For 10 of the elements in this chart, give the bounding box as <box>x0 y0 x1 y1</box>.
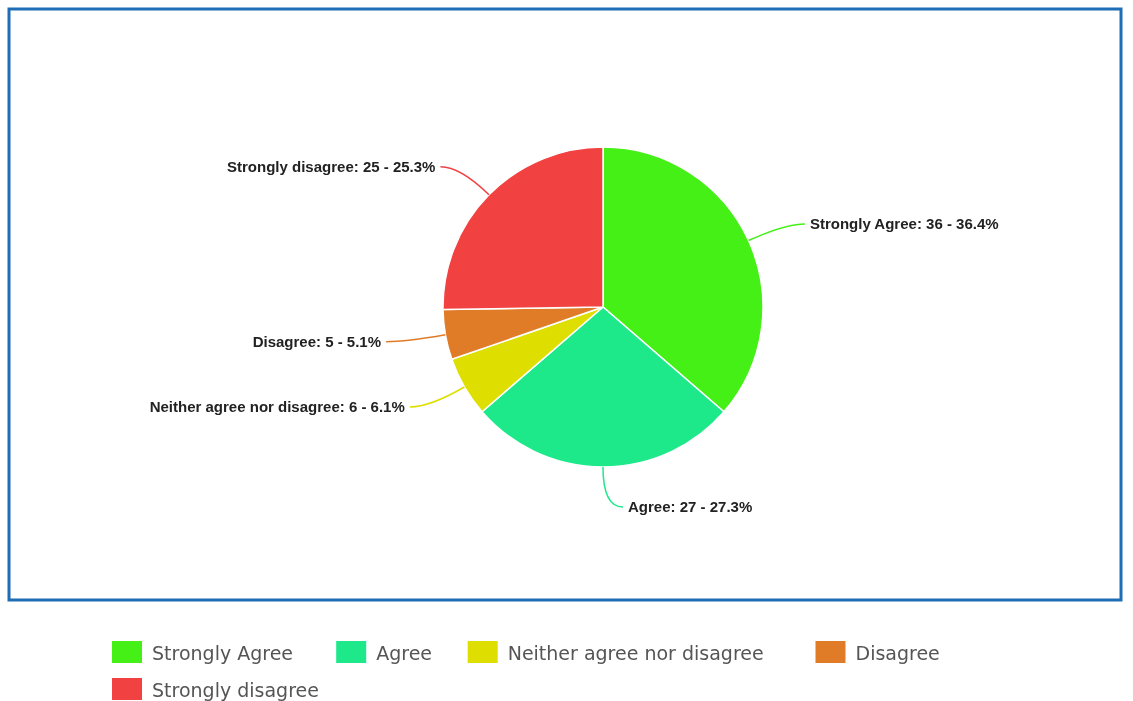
legend-label: Strongly Agree <box>152 641 294 664</box>
legend-label: Neither agree nor disagree <box>507 641 764 664</box>
legend-label: Agree <box>376 641 433 664</box>
data-label: Neither agree nor disagree: 6 - 6.1% <box>149 398 405 416</box>
legend-label: Strongly disagree <box>152 678 319 701</box>
legend-label: Disagree <box>855 641 940 664</box>
data-label: Agree: 27 - 27.3% <box>628 498 753 516</box>
data-label: Strongly Agree: 36 - 36.4% <box>809 215 999 233</box>
data-label: Disagree: 5 - 5.1% <box>252 332 382 350</box>
data-label: Strongly disagree: 25 - 25.3% <box>227 157 436 175</box>
